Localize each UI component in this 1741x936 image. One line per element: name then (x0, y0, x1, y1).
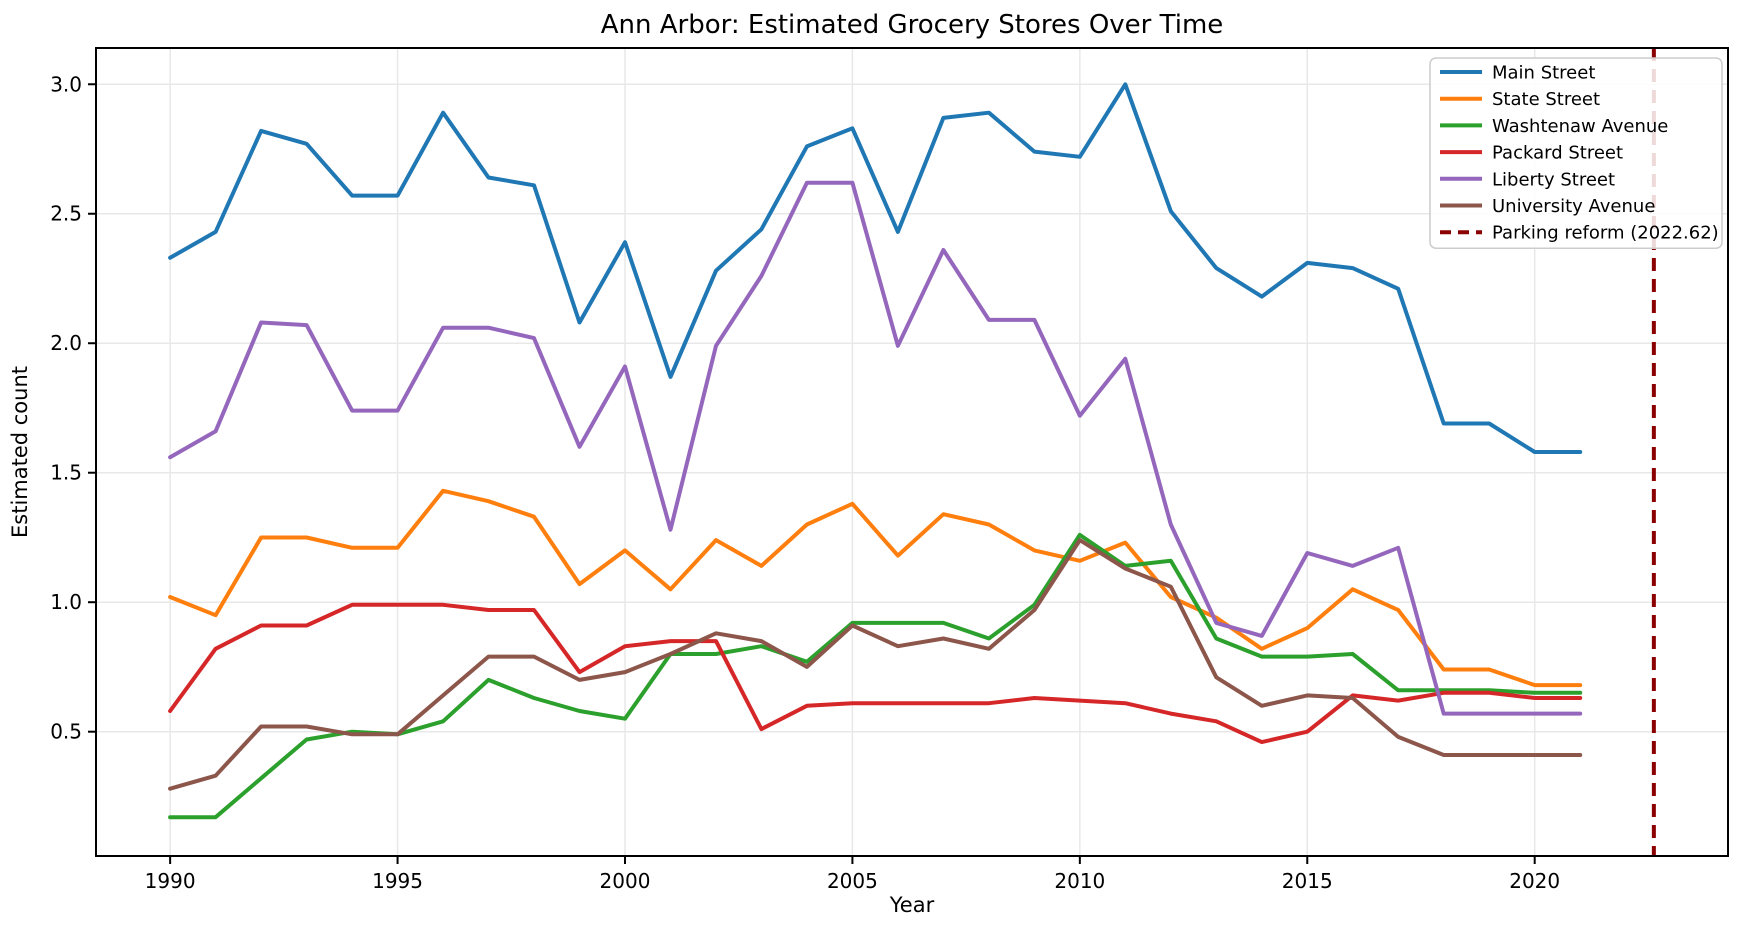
legend-item-washtenaw-avenue: Washtenaw Avenue (1440, 116, 1668, 137)
axes-spines (95, 47, 1729, 857)
y-tick-label: 2.0 (50, 331, 82, 355)
legend-label: Washtenaw Avenue (1492, 116, 1668, 137)
series-line-state-street (168, 488, 1583, 688)
x-axis-label: Year (889, 893, 935, 917)
y-tick-label: 3.0 (50, 72, 82, 96)
y-tick-label: 0.5 (50, 720, 82, 744)
x-tick-label: 2020 (1509, 869, 1560, 893)
series-line-main-street (168, 82, 1583, 454)
legend-label: University Avenue (1492, 196, 1655, 217)
x-tick-label: 1995 (372, 869, 423, 893)
x-tick-label: 1990 (145, 869, 196, 893)
legend-box (1429, 57, 1723, 249)
legend-item-parking-reform-2022-62: Parking reform (2022.62) (1440, 223, 1719, 244)
legend-item-state-street: State Street (1440, 89, 1600, 110)
legend-label: Main Street (1492, 63, 1595, 84)
legend-label: Liberty Street (1492, 169, 1615, 190)
y-tick-label: 2.5 (50, 202, 82, 226)
y-axis: 0.5 1.0 1.5 2.0 2.5 3.0 (50, 72, 96, 744)
legend: Main Street State Street Washtenaw Avenue P… (1429, 57, 1723, 249)
legend-item-packard-street: Packard Street (1440, 143, 1623, 164)
x-tick-label: 2000 (600, 869, 651, 893)
x-tick-label: 2010 (1054, 869, 1105, 893)
y-tick-label: 1.5 (50, 461, 82, 485)
legend-item-liberty-street: Liberty Street (1440, 169, 1615, 190)
plot-border (95, 47, 1729, 857)
series-line-liberty-street (168, 180, 1583, 716)
y-axis-label: Estimated count (8, 366, 32, 538)
x-tick-label: 2015 (1282, 869, 1333, 893)
legend-label: Packard Street (1492, 143, 1623, 164)
legend-label: State Street (1492, 89, 1600, 110)
legend-item-main-street: Main Street (1440, 63, 1595, 84)
series-line-university-avenue (168, 538, 1583, 791)
legend-item-university-avenue: University Avenue (1440, 196, 1655, 217)
x-axis: 1990 1995 2000 2005 2010 2015 2020 (145, 856, 1560, 893)
y-tick-label: 1.0 (50, 590, 82, 614)
series-lines (168, 82, 1583, 820)
chart-title: Ann Arbor: Estimated Grocery Stores Over… (601, 10, 1224, 40)
series-line-packard-street (168, 602, 1583, 745)
series-line-washtenaw-avenue (168, 532, 1583, 820)
x-tick-label: 2005 (827, 869, 878, 893)
legend-label: Parking reform (2022.62) (1492, 223, 1719, 244)
